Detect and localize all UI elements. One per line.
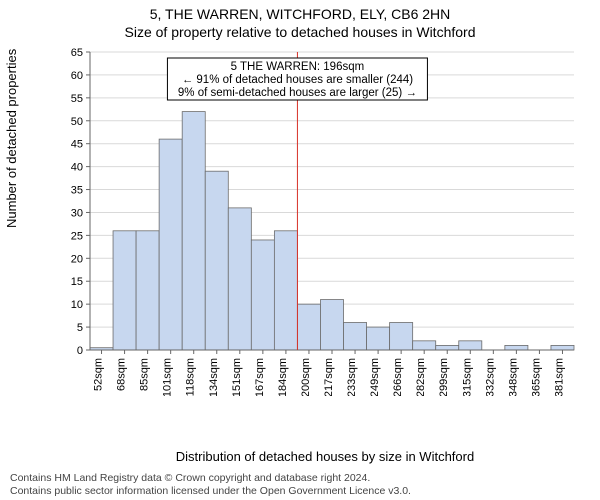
y-tick: 65: [71, 48, 83, 59]
y-tick: 15: [71, 276, 83, 288]
x-tick: 167sqm: [254, 358, 266, 396]
x-tick: 249sqm: [369, 358, 381, 396]
x-axis-label: Distribution of detached houses by size …: [60, 449, 590, 464]
x-tick: 85sqm: [139, 358, 151, 391]
y-tick: 55: [71, 93, 83, 105]
y-tick: 45: [71, 139, 83, 151]
x-tick: 299sqm: [438, 358, 450, 396]
x-tick: 282sqm: [415, 358, 427, 396]
x-tick: 233sqm: [346, 358, 358, 396]
histogram-bar: [297, 304, 320, 350]
histogram-bar: [505, 345, 528, 350]
callout-line-3: 9% of semi-detached houses are larger (2…: [178, 87, 417, 99]
x-tick: 381sqm: [553, 358, 565, 396]
x-tick: 118sqm: [185, 358, 197, 396]
x-tick: 151sqm: [231, 358, 243, 396]
x-tick: 68sqm: [116, 358, 128, 391]
histogram-bar: [390, 322, 413, 350]
y-tick: 60: [71, 70, 83, 82]
x-tick: 52sqm: [93, 358, 105, 391]
histogram-bar: [413, 341, 436, 350]
histogram-bar: [228, 208, 251, 350]
y-tick: 10: [71, 299, 83, 311]
x-tick: 101sqm: [162, 358, 174, 396]
footer-line-1: Contains HM Land Registry data © Crown c…: [10, 472, 590, 485]
y-tick: 0: [77, 345, 83, 357]
x-tick: 332sqm: [484, 358, 496, 396]
histogram-bar: [159, 139, 182, 350]
footer-attribution: Contains HM Land Registry data © Crown c…: [10, 472, 590, 498]
y-tick: 5: [77, 322, 83, 334]
footer-line-2: Contains public sector information licen…: [10, 485, 590, 498]
y-tick: 25: [71, 230, 83, 242]
callout-line-2: ← 91% of detached houses are smaller (24…: [182, 74, 414, 86]
x-tick: 365sqm: [530, 358, 542, 396]
histogram-bar: [205, 171, 228, 350]
x-tick: 134sqm: [208, 358, 220, 396]
callout-line-1: 5 THE WARREN: 196sqm: [231, 61, 365, 73]
histogram-bar: [251, 240, 274, 350]
histogram-bar: [182, 112, 205, 350]
histogram-bar: [113, 231, 136, 350]
x-tick: 217sqm: [323, 358, 335, 396]
histogram-bar: [344, 322, 367, 350]
y-axis-label: Number of detached properties: [4, 49, 19, 228]
y-tick: 40: [71, 162, 83, 174]
histogram-bar: [436, 345, 459, 350]
histogram-plot: 0 5 10 15 20 25 30 35 40 45 50 55 60 65 52sqm 68sqm 85s…: [60, 48, 580, 396]
histogram-bar: [551, 345, 574, 350]
page-title: 5, THE WARREN, WITCHFORD, ELY, CB6 2HN: [0, 6, 600, 22]
y-tick: 35: [71, 185, 83, 197]
x-tick: 200sqm: [300, 358, 312, 396]
y-tick: 50: [71, 116, 83, 128]
y-tick: 20: [71, 253, 83, 265]
x-tick: 184sqm: [277, 358, 289, 396]
histogram-bar: [459, 341, 482, 350]
histogram-bar: [136, 231, 159, 350]
histogram-bar: [367, 327, 390, 350]
histogram-bar: [274, 231, 297, 350]
x-tick: 348sqm: [507, 358, 519, 396]
page-subtitle: Size of property relative to detached ho…: [0, 24, 600, 40]
y-tick: 30: [71, 207, 83, 219]
x-tick: 315sqm: [461, 358, 473, 396]
x-tick: 266sqm: [392, 358, 404, 396]
histogram-bar: [320, 300, 343, 350]
